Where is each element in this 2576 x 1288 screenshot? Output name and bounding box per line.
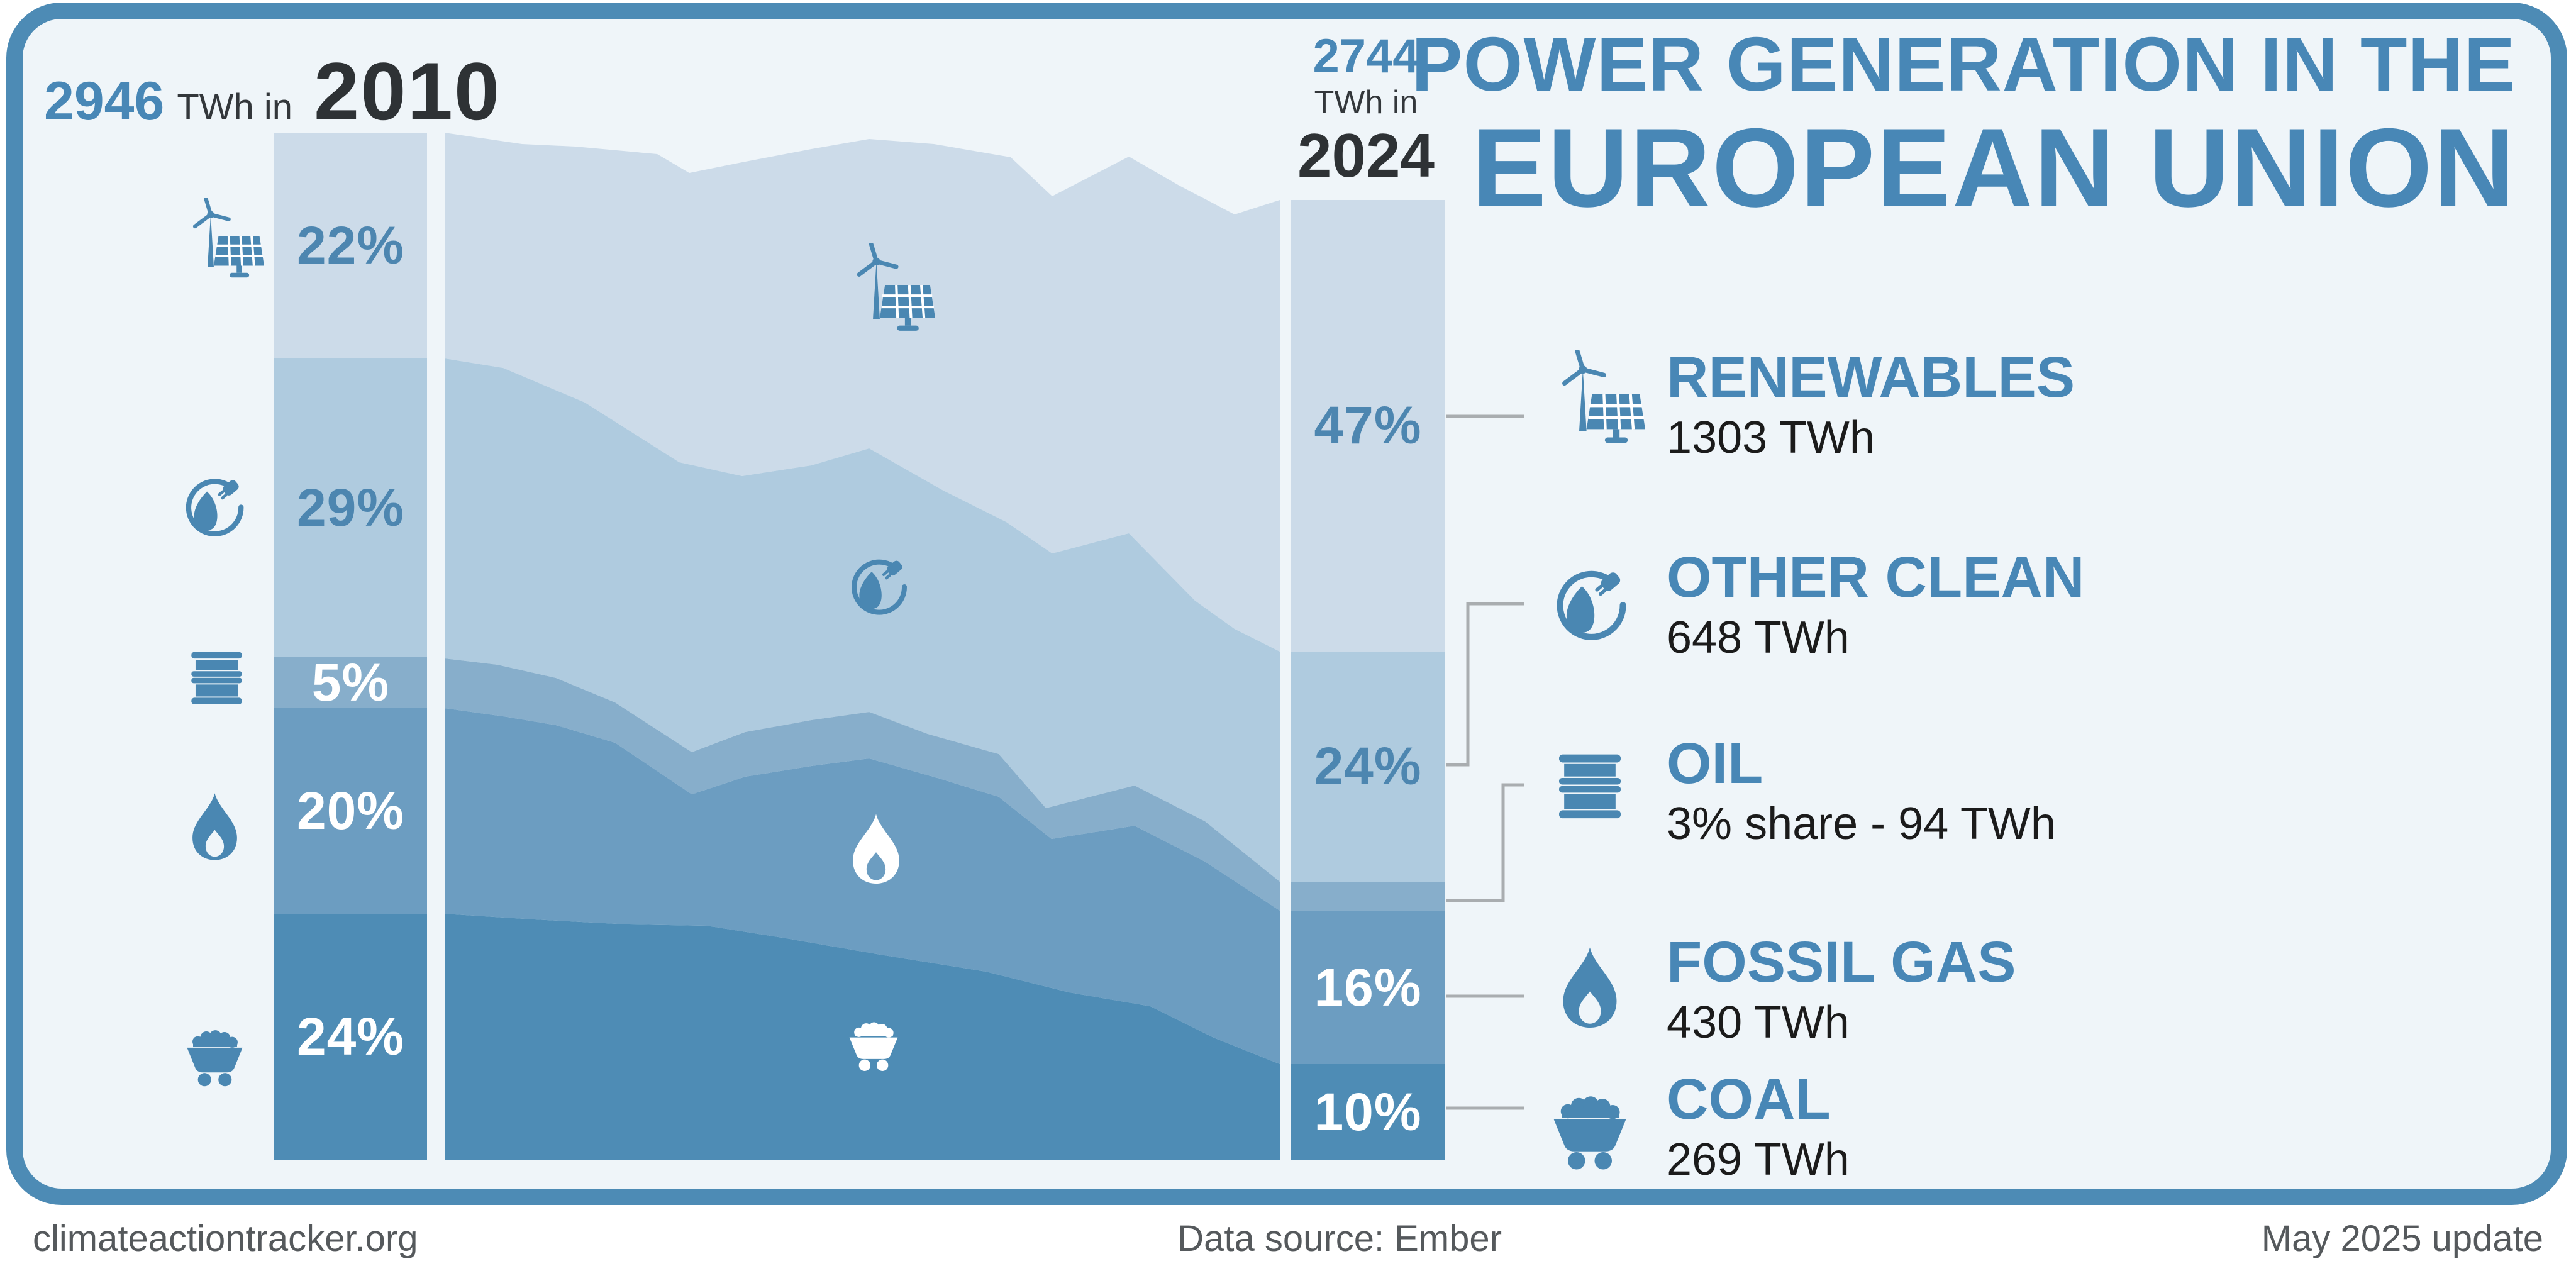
page-title-line1: POWER GENERATION IN THE xyxy=(1411,21,2516,107)
year-2010-label: 2010 xyxy=(314,45,501,137)
year-2024-label: 2024 xyxy=(1297,121,1435,190)
bar-2010: 22% 29% 5% 20% 24% xyxy=(274,133,427,1160)
plug-leaf-icon xyxy=(840,549,916,625)
legend-value: 648 TWh xyxy=(1667,613,1850,663)
total-2024-header: 2744 TWh in 2024 xyxy=(1284,30,1448,189)
legend-value: 3% share - 94 TWh xyxy=(1667,799,2056,849)
segment-share-label: 47% xyxy=(1314,396,1422,455)
wind-solar-icon xyxy=(831,243,935,347)
flow-layer-coal xyxy=(445,914,1280,1160)
plug-leaf-icon xyxy=(1543,558,1637,652)
legend-item-coal: COAL 269 TWh xyxy=(1527,1067,1850,1187)
segment-share-label: 5% xyxy=(311,652,390,712)
bar-2010-segment-other-clean: 29% xyxy=(274,358,427,657)
infographic-card xyxy=(6,3,2567,1205)
legend-value: 1303 TWh xyxy=(1667,413,1875,463)
segment-share-label: 29% xyxy=(296,477,405,537)
total-2010-unit: TWh in xyxy=(177,87,293,128)
plug-leaf-icon xyxy=(174,468,253,547)
segment-share-label: 10% xyxy=(1314,1082,1422,1142)
bar-2024-segment-coal: 10% xyxy=(1291,1064,1445,1160)
legend-connector-other-clean xyxy=(1446,602,1524,767)
total-2024-value: 2744 xyxy=(1313,30,1419,83)
oil-barrel-icon xyxy=(180,646,253,718)
total-2024-unit: TWh in xyxy=(1314,84,1418,121)
coal-cart-icon xyxy=(842,1011,905,1074)
bar-2010-segment-coal: 24% xyxy=(274,913,427,1160)
total-2010-header: 2946 TWh in 2010 xyxy=(44,44,501,138)
legend-name: OIL xyxy=(1667,731,1763,796)
flame-icon xyxy=(1543,943,1637,1037)
bar-2024-segment-other-clean: 24% xyxy=(1291,651,1445,882)
legend-name: RENEWABLES xyxy=(1667,345,2075,409)
bar-2010-segment-renewables: 22% xyxy=(274,133,427,359)
wind-solar-icon xyxy=(170,198,264,292)
legend-name: OTHER CLEAN xyxy=(1667,545,2085,609)
wind-solar-icon xyxy=(1535,350,1645,460)
legend-name: FOSSIL GAS xyxy=(1667,930,2016,994)
page-title: POWER GENERATION IN THE EUROPEAN UNION xyxy=(1411,18,2516,225)
data-source-label: Data source: Ember xyxy=(1177,1218,1502,1259)
bar-2024-segment-oil xyxy=(1291,882,1445,911)
coal-cart-icon xyxy=(179,1018,251,1090)
bar-2010-segment-fossil-gas: 20% xyxy=(274,708,427,914)
flow-layer-oil xyxy=(445,658,1280,911)
flow-layer-fossil-gas xyxy=(445,708,1280,1064)
flow-layer-renewables xyxy=(445,133,1280,652)
bar-2010-segment-oil: 5% xyxy=(274,653,427,712)
flow-layer-other-clean xyxy=(445,358,1280,882)
legend-value: 430 TWh xyxy=(1667,997,1850,1048)
legend-connector-oil xyxy=(1446,783,1524,902)
segment-share-label: 24% xyxy=(1314,736,1422,796)
bar-2024-segment-fossil-gas: 16% xyxy=(1291,910,1445,1065)
segment-share-label: 20% xyxy=(296,780,405,840)
total-2010-value: 2946 xyxy=(44,71,165,131)
flame-icon xyxy=(835,810,917,892)
bar-2024: 47% 24% 16% 10% xyxy=(1291,200,1445,1160)
update-label: May 2025 update xyxy=(2261,1218,2543,1259)
footer: climateactiontracker.org Data source: Em… xyxy=(0,1218,2576,1260)
legend-name: COAL xyxy=(1667,1067,1831,1131)
legend-item-other_clean: OTHER CLEAN 648 TWh xyxy=(1527,545,2084,665)
site-link[interactable]: climateactiontracker.org xyxy=(33,1218,418,1259)
segment-share-label: 24% xyxy=(296,1007,405,1067)
page-title-line2: EUROPEAN UNION xyxy=(1472,105,2516,230)
legend-item-fossil_gas: FOSSIL GAS 430 TWh xyxy=(1527,930,2016,1050)
segment-share-label: 22% xyxy=(296,216,405,275)
segment-share-label: 16% xyxy=(1314,957,1422,1017)
oil-barrel-icon xyxy=(1546,747,1634,835)
coal-cart-icon xyxy=(1543,1080,1637,1174)
flame-icon xyxy=(175,789,254,868)
legend-value: 269 TWh xyxy=(1667,1135,1850,1185)
legend-item-oil: OIL 3% share - 94 TWh xyxy=(1527,731,2056,852)
bar-2024-segment-renewables: 47% xyxy=(1291,200,1445,652)
legend-item-renewables: RENEWABLES 1303 TWh xyxy=(1527,345,2075,465)
